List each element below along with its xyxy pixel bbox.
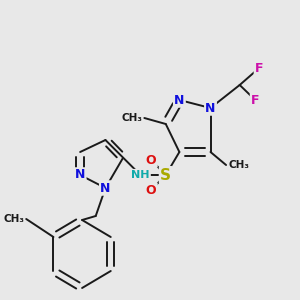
Text: CH₃: CH₃ — [3, 214, 24, 224]
Text: CH₃: CH₃ — [122, 113, 142, 123]
Text: S: S — [160, 167, 171, 182]
Text: N: N — [75, 169, 85, 182]
Text: F: F — [251, 94, 260, 106]
Text: N: N — [100, 182, 111, 194]
Text: F: F — [255, 61, 263, 74]
Text: N: N — [174, 94, 184, 106]
Text: O: O — [146, 154, 157, 166]
Text: O: O — [146, 184, 157, 196]
Text: N: N — [205, 101, 216, 115]
Text: NH: NH — [131, 170, 150, 180]
Text: CH₃: CH₃ — [228, 160, 249, 170]
